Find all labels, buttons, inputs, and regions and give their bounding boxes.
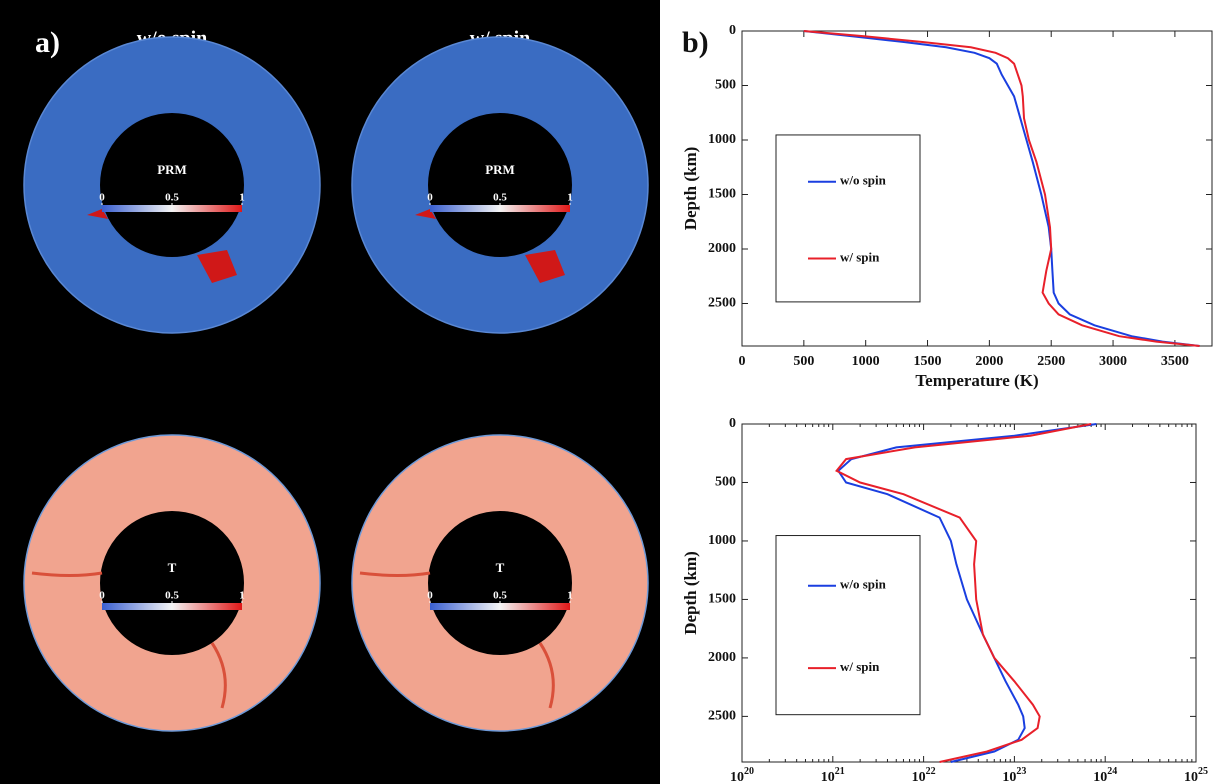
y-tick-label: 1500 — [708, 592, 736, 607]
field-label: T — [168, 560, 177, 575]
colorbar-tick-label: 1 — [239, 192, 245, 204]
x-tick-label: 500 — [793, 354, 814, 369]
annulus — [352, 435, 648, 731]
y-tick-label: 1000 — [708, 132, 736, 147]
y-tick-label: 0 — [729, 23, 736, 38]
x-tick-label: 3000 — [1099, 354, 1127, 369]
tick-exponent: 23 — [1016, 766, 1026, 777]
profile-line — [803, 30, 1200, 347]
colorbar — [430, 205, 570, 212]
tick-base: 10 — [1093, 770, 1107, 784]
x-tick-label: 3500 — [1161, 354, 1189, 369]
x-tick-label: 1024 — [1093, 766, 1117, 784]
annulus-rim — [351, 36, 649, 334]
field-label: T — [496, 560, 505, 575]
plume — [415, 209, 565, 283]
panel-b: b) 0 500 1000 1500 2000 2500 0 500 1000 1500 2000 25… — [681, 23, 1213, 784]
panel-label: a) — [35, 26, 60, 59]
x-tick-label: 1020 — [730, 766, 754, 784]
y-tick-label: 2500 — [708, 709, 736, 724]
field-label: PRM — [157, 162, 187, 177]
colorbar — [102, 205, 242, 212]
x-tick-label: 1022 — [912, 766, 936, 784]
profile-line — [835, 423, 1092, 763]
annulus-rim — [23, 434, 321, 732]
colorbar-tick-label: 0.5 — [493, 192, 507, 204]
colorbar-tick-label: 0.5 — [493, 590, 507, 602]
x-tick-label: 1500 — [914, 354, 942, 369]
tick-exponent: 20 — [744, 766, 754, 777]
cold-slab — [31, 571, 227, 709]
tick-exponent: 21 — [835, 766, 845, 777]
colorbar-tick-label: 0 — [99, 590, 105, 602]
colorbar-tick-label: 0.5 — [165, 590, 179, 602]
colorbar-tick-label: 0 — [427, 192, 433, 204]
x-tick-label: 1025 — [1184, 766, 1208, 784]
colorbar-tick-label: 0 — [427, 590, 433, 602]
profile-line — [803, 30, 1200, 347]
tick-base: 10 — [912, 770, 926, 784]
y-tick-label: 0 — [729, 416, 736, 431]
colorbar-tick-label: 0 — [99, 192, 105, 204]
annulus — [24, 435, 320, 731]
annulus-rim — [23, 36, 321, 334]
colorbar-tick-label: 1 — [567, 192, 573, 204]
y-tick-label: 500 — [715, 475, 736, 490]
tick-exponent: 22 — [926, 766, 936, 777]
plot-frame — [741, 423, 1197, 763]
tick-base: 10 — [730, 770, 744, 784]
y-tick-label: 2500 — [708, 296, 736, 311]
annulus — [24, 37, 320, 333]
y-tick-label: 1000 — [708, 533, 736, 548]
legend-box — [775, 535, 921, 716]
legend-box — [775, 134, 921, 303]
annulus — [352, 37, 648, 333]
x-tick-label: 1000 — [852, 354, 880, 369]
colorbar-tick-label: 1 — [567, 590, 573, 602]
legend: w/o spin w/ spin — [775, 535, 921, 716]
plot-frame — [741, 30, 1213, 347]
tick-exponent: 25 — [1198, 766, 1208, 777]
y-axis-title: Depth (km) — [681, 147, 700, 231]
colorbar-tick-label: 0.5 — [165, 192, 179, 204]
y-tick-label: 1500 — [708, 187, 736, 202]
y-tick-label: 2000 — [708, 650, 736, 665]
legend-label: w/o spin — [840, 577, 887, 592]
y-tick-label: 2000 — [708, 241, 736, 256]
cold-slab — [359, 571, 555, 709]
colorbar — [102, 603, 242, 610]
x-axis-title: Temperature (K) — [915, 371, 1038, 390]
legend-label: w/ spin — [840, 659, 880, 674]
colorbar-tick-label: 1 — [239, 590, 245, 602]
x-tick-label: 1021 — [821, 766, 845, 784]
x-tick-label: 1023 — [1002, 766, 1026, 784]
panel-label: b) — [682, 26, 709, 59]
plume — [87, 209, 237, 283]
field-label: PRM — [485, 162, 515, 177]
y-tick-label: 500 — [715, 78, 736, 93]
chart: b) 0 500 1000 1500 2000 2500 0 500 1000 1500 2000 25… — [681, 23, 1213, 390]
legend: w/o spin w/ spin — [775, 134, 921, 303]
legend-label: w/o spin — [840, 173, 887, 188]
profile-line — [836, 423, 1097, 763]
x-tick-label: 0 — [739, 354, 746, 369]
x-tick-label: 2500 — [1037, 354, 1065, 369]
tick-exponent: 24 — [1107, 766, 1117, 777]
legend-label: w/ spin — [840, 249, 880, 264]
tick-base: 10 — [821, 770, 835, 784]
annulus-rim — [351, 434, 649, 732]
tick-base: 10 — [1184, 770, 1198, 784]
y-axis-title: Depth (km) — [681, 551, 700, 635]
tick-base: 10 — [1002, 770, 1016, 784]
colorbar — [430, 603, 570, 610]
x-tick-label: 2000 — [975, 354, 1003, 369]
